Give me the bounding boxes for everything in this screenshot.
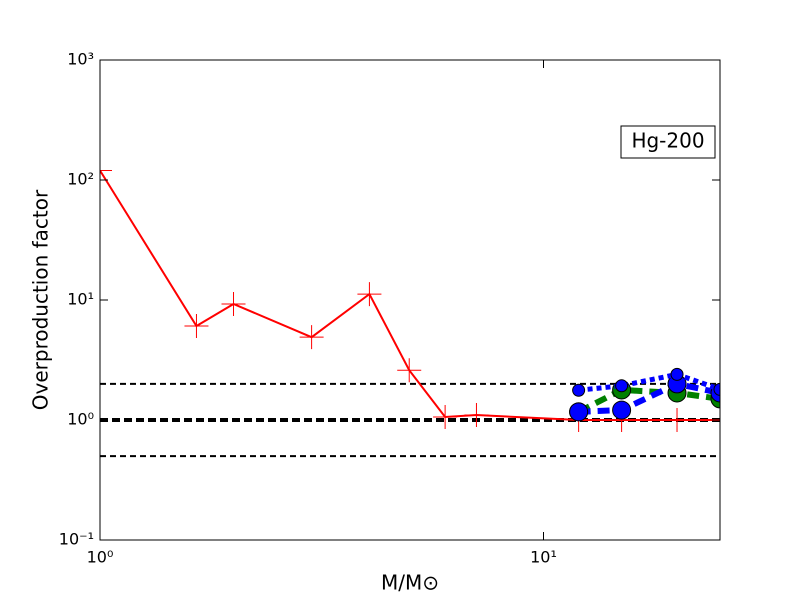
y-tick-label: 10⁰ — [67, 410, 94, 429]
series-line — [578, 371, 720, 393]
plot-area — [100, 158, 720, 458]
point-marker — [569, 402, 589, 422]
y-axis-label: Overproduction factor — [29, 189, 53, 410]
y-tick-label: 10⁻¹ — [59, 530, 94, 549]
point-marker — [612, 400, 632, 420]
y-tick-label: 10¹ — [67, 290, 94, 309]
series-line — [577, 386, 720, 415]
point-marker — [615, 379, 629, 393]
point-marker — [665, 408, 690, 432]
x-axis-label: M/M⊙ — [381, 571, 439, 595]
point-marker — [713, 382, 720, 396]
point-marker — [572, 383, 586, 397]
x-tick-label: 10¹ — [530, 548, 557, 567]
point-marker — [670, 367, 684, 381]
series-line — [578, 380, 720, 415]
y-tick-label: 10² — [67, 170, 94, 189]
point-marker — [184, 314, 209, 339]
point-marker — [397, 358, 422, 383]
point-marker — [433, 404, 458, 429]
point-marker — [464, 403, 489, 428]
point-marker — [299, 325, 324, 350]
point-marker — [100, 158, 112, 183]
point-marker — [357, 282, 382, 307]
point-marker — [221, 292, 246, 317]
y-tick-label: 10³ — [67, 50, 94, 69]
annotation: Hg-200 — [631, 129, 704, 153]
x-tick-label: 10⁰ — [87, 548, 114, 567]
annotation-box — [620, 125, 716, 159]
